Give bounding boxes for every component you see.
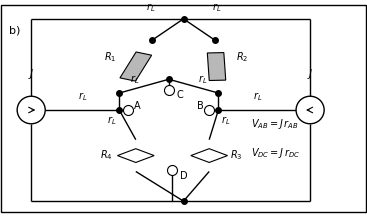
- Text: $r_L$: $r_L$: [198, 73, 207, 86]
- Text: $r_L$: $r_L$: [77, 91, 87, 103]
- Ellipse shape: [296, 96, 324, 124]
- Text: $r_L$: $r_L$: [212, 1, 221, 14]
- Text: $r_L$: $r_L$: [130, 73, 139, 86]
- Text: $R_3$: $R_3$: [230, 148, 243, 162]
- Bar: [207, 52, 226, 81]
- Text: D: D: [180, 171, 188, 181]
- Polygon shape: [117, 149, 154, 162]
- Text: $V_{DC}=J\,r_{DC}$: $V_{DC}=J\,r_{DC}$: [251, 146, 301, 160]
- Text: A: A: [134, 101, 141, 111]
- Polygon shape: [191, 149, 228, 162]
- Text: $J$: $J$: [28, 67, 34, 81]
- Text: $R_4$: $R_4$: [100, 148, 113, 162]
- Text: C: C: [176, 90, 183, 100]
- Text: $J$: $J$: [307, 67, 313, 81]
- Text: $r_L$: $r_L$: [107, 114, 117, 127]
- Text: $R_2$: $R_2$: [236, 50, 248, 64]
- Text: $r_L$: $r_L$: [146, 1, 155, 14]
- Text: $r_L$: $r_L$: [252, 91, 262, 103]
- Text: B: B: [197, 101, 204, 111]
- Ellipse shape: [17, 96, 45, 124]
- Bar: [120, 52, 152, 81]
- Text: $V_{AB}=J\,r_{AB}$: $V_{AB}=J\,r_{AB}$: [251, 117, 299, 131]
- Text: b): b): [9, 25, 21, 35]
- Text: $r_L$: $r_L$: [221, 114, 230, 127]
- Text: $R_1$: $R_1$: [104, 50, 116, 64]
